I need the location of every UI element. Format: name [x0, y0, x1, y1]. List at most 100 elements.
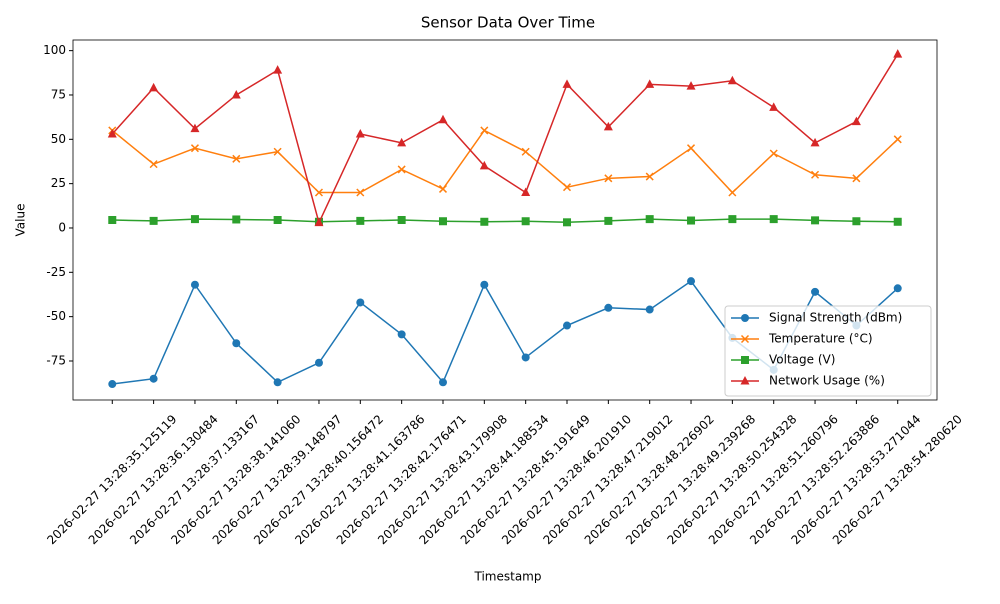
marker	[562, 183, 572, 192]
marker	[645, 79, 655, 88]
marker	[604, 174, 613, 183]
marker	[438, 114, 448, 124]
y-tick-label: -75	[46, 353, 66, 367]
y-tick-label: 25	[51, 176, 66, 190]
marker	[479, 160, 489, 170]
marker	[397, 165, 406, 174]
y-tick-label: -25	[46, 265, 66, 279]
marker	[232, 339, 241, 348]
marker	[438, 217, 447, 226]
marker	[314, 217, 324, 227]
marker	[190, 215, 199, 224]
marker	[397, 137, 407, 147]
marker	[107, 128, 117, 138]
marker	[811, 287, 820, 296]
marker	[645, 215, 654, 224]
marker	[686, 144, 696, 153]
chart-title: Sensor Data Over Time	[421, 14, 595, 32]
marker	[273, 147, 282, 156]
marker	[480, 126, 489, 135]
marker	[190, 280, 199, 289]
marker	[232, 154, 241, 163]
marker	[521, 187, 531, 197]
marker	[604, 216, 613, 225]
marker	[562, 79, 572, 88]
marker	[108, 380, 117, 389]
marker	[740, 376, 750, 385]
y-tick-label: 50	[51, 132, 66, 146]
marker	[149, 374, 158, 383]
series-line	[111, 129, 899, 194]
marker	[273, 216, 282, 224]
marker	[893, 49, 903, 58]
marker	[728, 188, 737, 197]
marker	[769, 102, 779, 111]
marker	[438, 184, 448, 193]
marker	[893, 217, 902, 226]
marker	[521, 217, 530, 226]
legend-label: Temperature (°C)	[768, 332, 873, 346]
marker	[480, 280, 489, 289]
marker	[603, 121, 613, 131]
marker	[728, 215, 737, 224]
marker	[852, 174, 861, 183]
series-line	[112, 218, 898, 224]
marker	[893, 284, 902, 293]
marker	[231, 89, 241, 99]
marker	[190, 123, 200, 133]
marker	[190, 144, 199, 153]
marker	[314, 188, 324, 197]
marker	[521, 147, 530, 156]
marker	[810, 137, 820, 147]
plot-frame	[72, 39, 938, 401]
marker	[149, 160, 158, 169]
marker	[727, 75, 737, 85]
y-axis-label: Value	[14, 204, 28, 237]
y-tick-label: 75	[51, 87, 66, 101]
legend-box	[724, 305, 932, 397]
x-axis-label: Timestamp	[474, 570, 542, 584]
series-line	[111, 53, 899, 225]
marker	[811, 170, 820, 179]
legend-label: Signal Strength (dBm)	[769, 311, 902, 325]
legend-label: Network Usage (%)	[769, 374, 885, 388]
marker	[356, 216, 365, 225]
y-tick-label: 100	[43, 43, 66, 57]
marker	[645, 305, 654, 314]
marker	[438, 378, 447, 387]
marker	[852, 217, 861, 226]
marker	[232, 215, 241, 224]
marker	[480, 217, 489, 226]
marker	[273, 65, 283, 74]
marker	[740, 334, 750, 344]
legend: Signal Strength (dBm) Temperature (°C) Vol…	[724, 305, 932, 397]
marker	[273, 378, 282, 387]
marker	[686, 81, 696, 90]
legend-label: Voltage (V)	[769, 353, 835, 367]
marker	[687, 216, 696, 225]
marker	[741, 356, 749, 364]
marker	[563, 218, 572, 227]
marker	[769, 215, 778, 224]
marker	[356, 298, 365, 307]
marker	[687, 277, 696, 286]
marker	[397, 330, 406, 339]
marker	[397, 216, 406, 224]
marker	[108, 216, 117, 224]
y-tick-label: 0	[58, 220, 66, 234]
marker	[149, 82, 159, 92]
marker	[851, 116, 861, 126]
y-tick-label: -50	[46, 309, 66, 323]
marker	[563, 321, 572, 330]
marker	[314, 358, 323, 367]
marker	[149, 216, 158, 225]
marker	[355, 128, 365, 138]
marker	[741, 314, 749, 322]
marker	[769, 149, 778, 158]
marker	[811, 216, 820, 225]
marker	[521, 353, 530, 362]
marker	[893, 135, 902, 144]
marker	[604, 303, 613, 312]
